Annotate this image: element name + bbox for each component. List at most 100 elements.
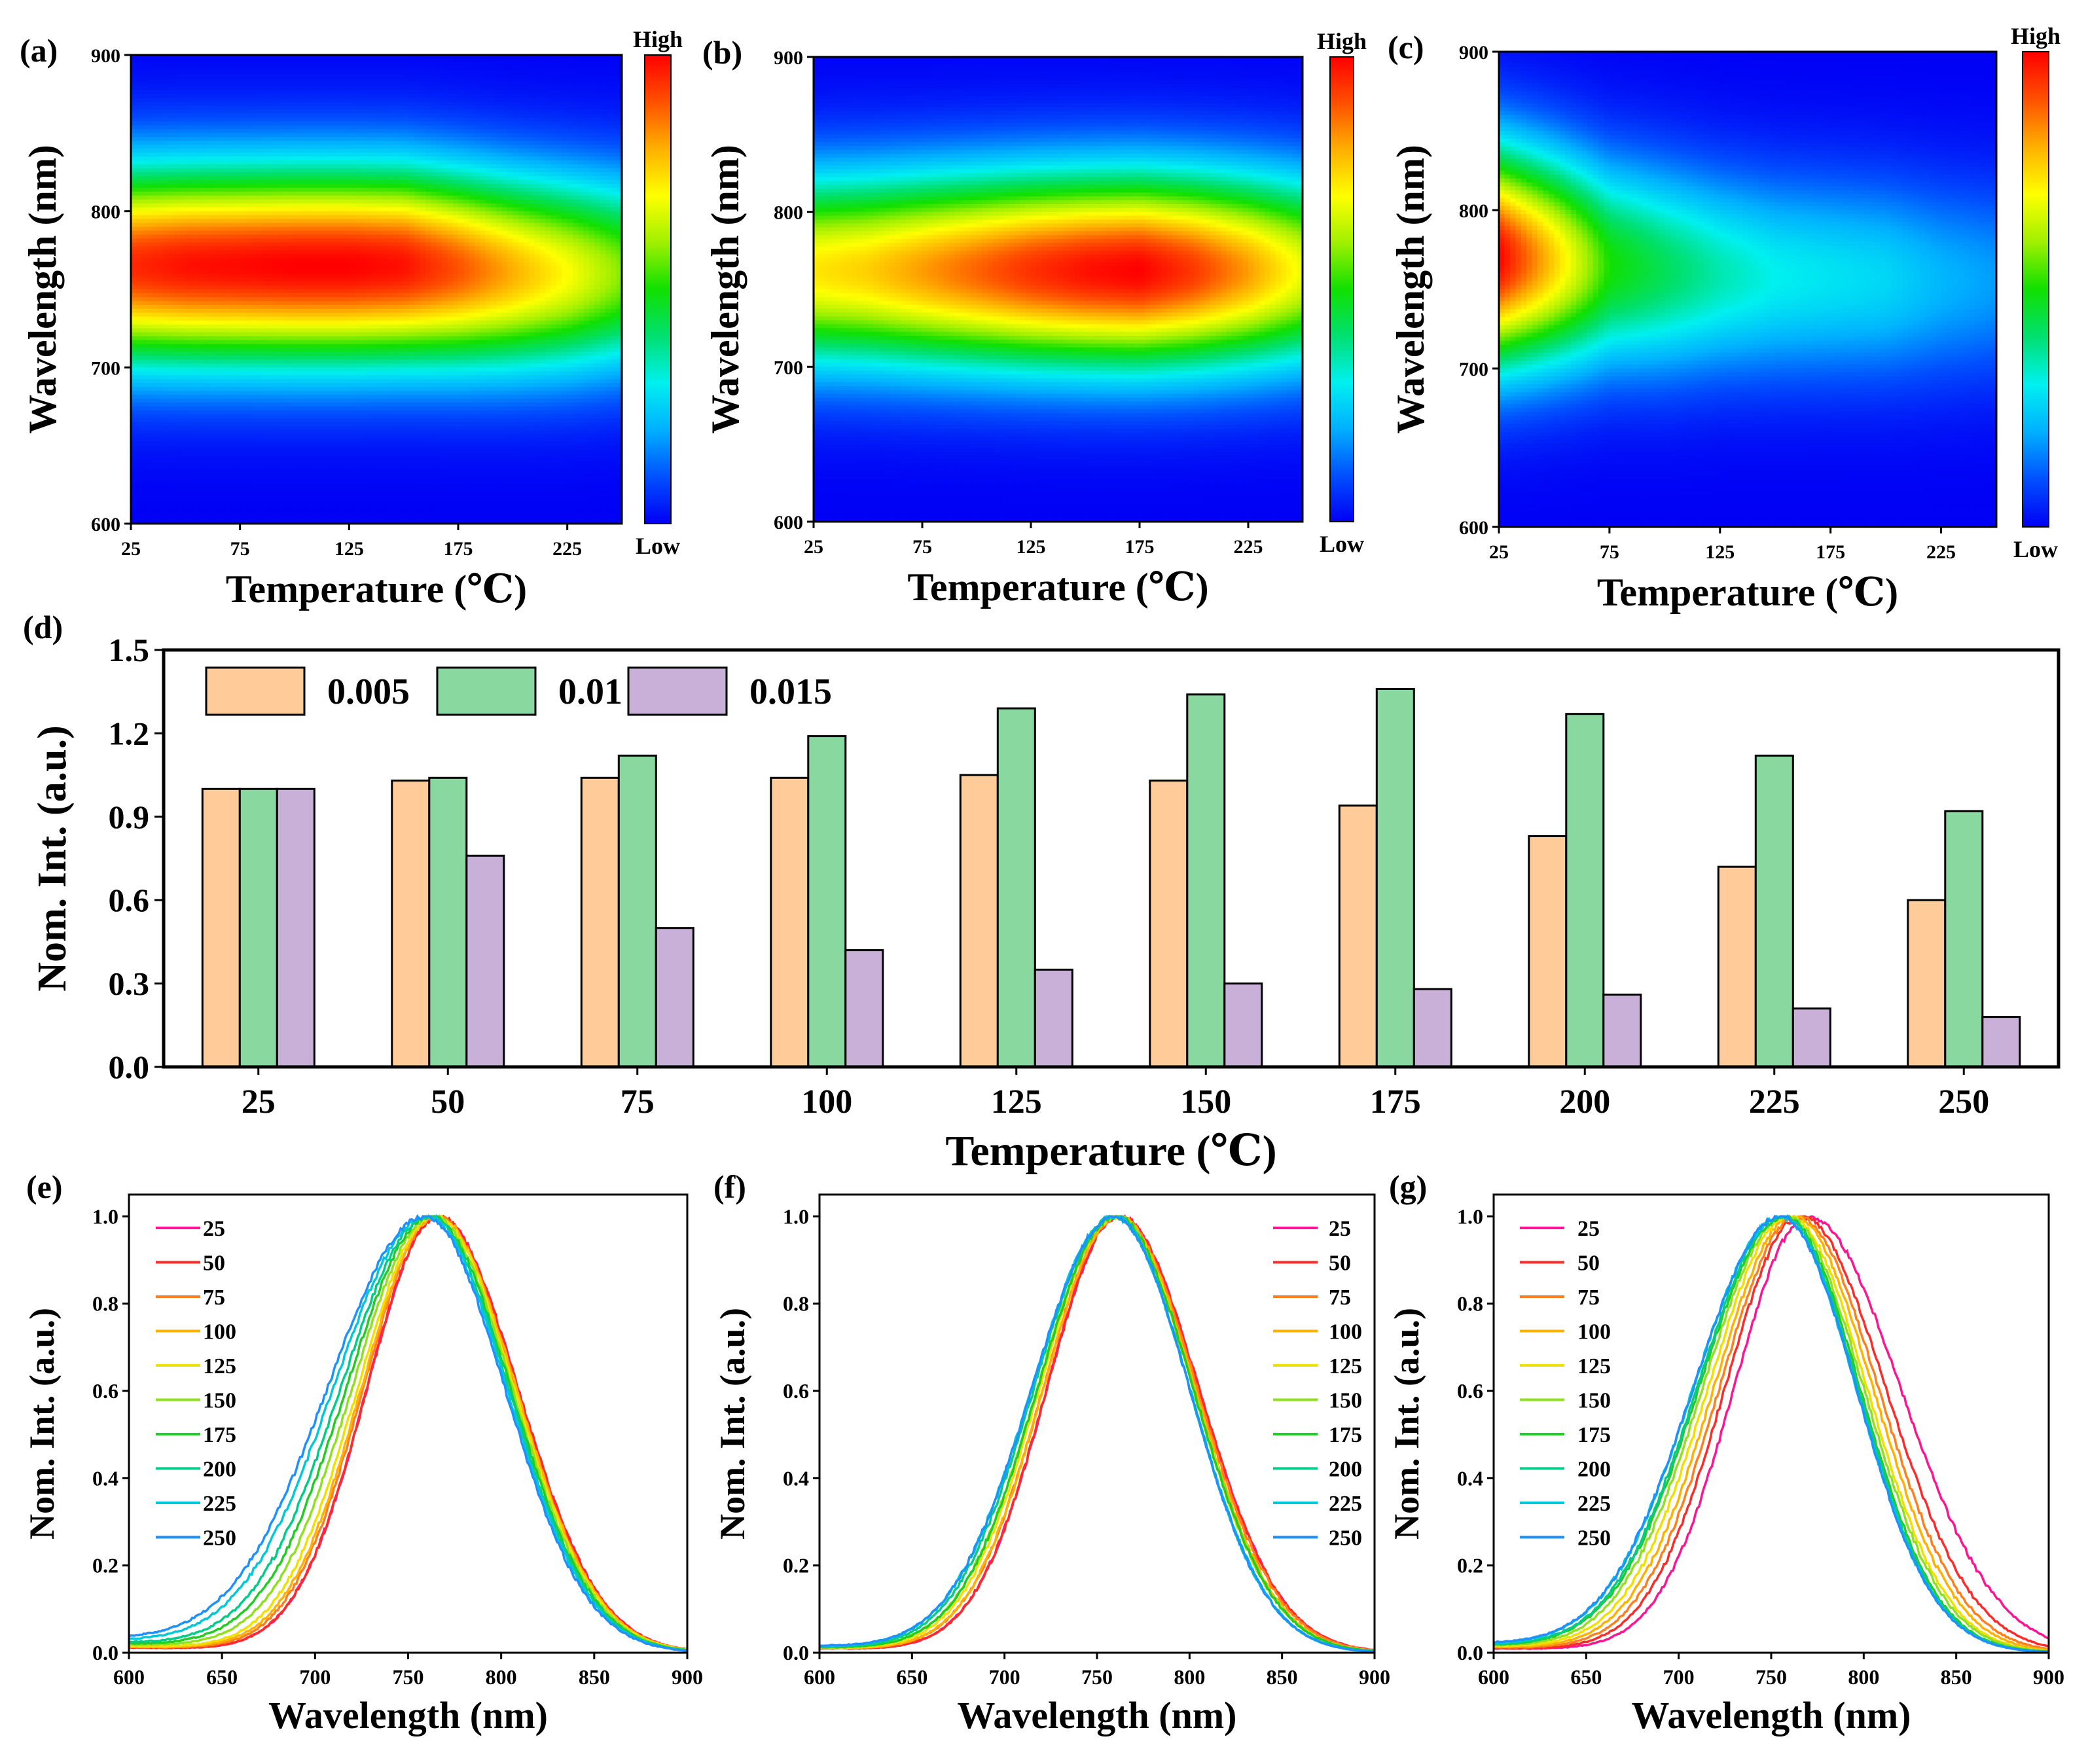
heatmap-cell (344, 328, 350, 333)
heatmap-cell (153, 274, 159, 278)
heatmap-cell (180, 414, 187, 419)
heatmap-cell (338, 379, 344, 384)
heatmap-cell (141, 55, 148, 60)
heatmap-cell (213, 449, 219, 454)
heatmap-cell (316, 274, 323, 278)
heatmap-cell (153, 149, 159, 153)
heatmap-cell (213, 425, 219, 431)
heatmap-cell (234, 340, 241, 345)
heatmap-cell (240, 351, 246, 357)
heatmap-cell (289, 156, 295, 161)
heatmap-cell (300, 375, 306, 380)
heatmap-cell (311, 488, 317, 494)
heatmap-cell (305, 293, 312, 298)
heatmap-cell (295, 484, 301, 490)
heatmap-cell (223, 145, 230, 149)
heatmap-cell (338, 512, 344, 516)
heatmap-cell (223, 219, 230, 224)
heatmap-cell (153, 117, 159, 122)
heatmap-cell (213, 230, 219, 236)
heatmap-cell (344, 129, 350, 134)
heatmap-cell (262, 133, 268, 138)
heatmap-cell (305, 175, 312, 181)
heatmap-cell (300, 141, 306, 146)
heatmap-cell (278, 160, 285, 165)
heatmap-cell (333, 469, 339, 474)
heatmap-cell (234, 145, 241, 149)
heatmap-cell (207, 379, 213, 384)
heatmap-cell (311, 141, 317, 146)
heatmap-cell (180, 484, 187, 490)
heatmap-cell (251, 461, 257, 466)
heatmap-cell (185, 429, 192, 435)
heatmap-cell (305, 179, 312, 185)
heatmap-cell (267, 172, 274, 177)
heatmap-cell (267, 504, 274, 509)
heatmap-cell (311, 145, 317, 149)
heatmap-cell (223, 418, 230, 423)
heatmap-cell (321, 399, 328, 403)
heatmap-cell (158, 520, 164, 524)
heatmap-cell (207, 508, 213, 513)
heatmap-cell (338, 215, 344, 220)
heatmap-cell (141, 98, 148, 103)
heatmap-cell (283, 340, 290, 345)
heatmap-cell (311, 293, 317, 298)
heatmap-cell (245, 504, 252, 509)
heatmap-cell (174, 332, 181, 337)
heatmap-cell (245, 141, 252, 146)
heatmap-cell (245, 508, 252, 513)
heatmap-cell (196, 86, 203, 91)
heatmap-cell (147, 203, 154, 208)
heatmap-cell (223, 109, 230, 115)
heatmap-cell (229, 175, 236, 181)
heatmap-cell (213, 211, 219, 216)
heatmap-cell (321, 254, 328, 259)
heatmap-cell (234, 418, 241, 423)
heatmap-cell (262, 258, 268, 263)
heatmap-cell (278, 465, 285, 470)
heatmap-cell (136, 121, 143, 126)
heatmap-cell (141, 437, 148, 442)
heatmap-cell (153, 500, 159, 505)
heatmap-cell (267, 74, 274, 79)
heatmap-cell (278, 141, 285, 146)
heatmap-cell (327, 359, 334, 365)
heatmap-cell (245, 429, 252, 435)
heatmap-cell (207, 324, 213, 329)
heatmap-cell (202, 316, 208, 321)
heatmap-cell (131, 90, 137, 95)
heatmap-cell (316, 403, 323, 407)
heatmap-cell (190, 94, 197, 99)
heatmap-cell (300, 55, 306, 60)
heatmap-cell (202, 238, 208, 243)
heatmap-cell (245, 383, 252, 387)
heatmap-cell (202, 199, 208, 204)
heatmap-cell (272, 133, 279, 138)
heatmap-cell (202, 488, 208, 494)
heatmap-cell (190, 258, 197, 263)
heatmap-cell (190, 207, 197, 212)
heatmap-cell (141, 355, 148, 361)
heatmap-cell (267, 336, 274, 341)
heatmap-cell (278, 340, 285, 345)
heatmap-cell (316, 125, 323, 130)
heatmap-cell (283, 308, 290, 314)
heatmap-cell (180, 195, 187, 200)
heatmap-cell (295, 285, 301, 290)
heatmap-cell (305, 149, 312, 153)
heatmap-cell (344, 336, 350, 341)
heatmap-cell (229, 437, 236, 442)
heatmap-cell (272, 484, 279, 490)
heatmap-cell (267, 215, 274, 220)
heatmap-cell (256, 274, 262, 278)
heatmap-cell (223, 469, 230, 474)
heatmap-cell (169, 234, 175, 240)
heatmap-cell (316, 351, 323, 357)
heatmap-cell (218, 410, 225, 415)
heatmap-cell (180, 516, 187, 520)
heatmap-cell (169, 94, 175, 99)
heatmap-cell (295, 238, 301, 243)
heatmap-cell (344, 219, 350, 224)
heatmap-cell (311, 226, 317, 232)
